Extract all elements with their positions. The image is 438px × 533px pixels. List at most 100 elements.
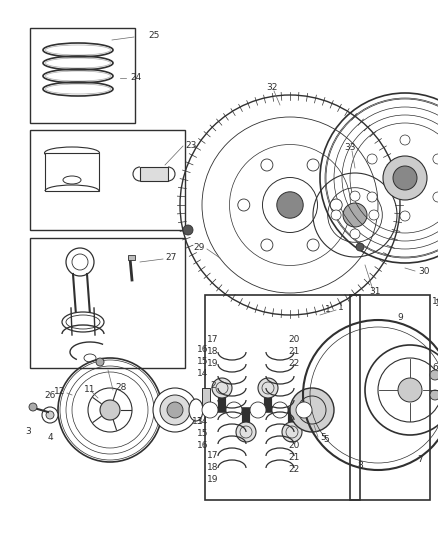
- Circle shape: [330, 199, 342, 211]
- Circle shape: [153, 388, 197, 432]
- Text: 15: 15: [197, 358, 208, 367]
- Circle shape: [307, 159, 319, 171]
- Text: 13: 13: [192, 417, 204, 426]
- Text: 16: 16: [197, 345, 208, 354]
- Text: 21: 21: [288, 348, 300, 357]
- Circle shape: [400, 211, 410, 221]
- Ellipse shape: [62, 312, 104, 332]
- Circle shape: [277, 192, 303, 218]
- Circle shape: [250, 402, 266, 418]
- Text: 7: 7: [417, 456, 423, 464]
- Bar: [140, 167, 168, 181]
- Text: 10: 10: [432, 297, 438, 306]
- Circle shape: [272, 402, 288, 418]
- Text: 29: 29: [194, 244, 205, 253]
- Text: 33: 33: [344, 143, 356, 152]
- Circle shape: [433, 192, 438, 202]
- Circle shape: [393, 166, 417, 190]
- Bar: [45, 153, 99, 191]
- Circle shape: [160, 395, 190, 425]
- Text: 20: 20: [288, 335, 300, 344]
- Circle shape: [46, 411, 54, 419]
- Text: 9: 9: [397, 313, 403, 322]
- Ellipse shape: [63, 176, 81, 184]
- Circle shape: [236, 422, 256, 442]
- Text: 18: 18: [206, 464, 218, 472]
- Text: 28: 28: [115, 384, 127, 392]
- Text: 24: 24: [130, 74, 141, 83]
- Text: 23: 23: [185, 141, 196, 149]
- Circle shape: [258, 378, 278, 398]
- Bar: [30, 238, 185, 368]
- Text: 6: 6: [432, 364, 438, 373]
- Circle shape: [367, 154, 377, 164]
- Bar: [205, 295, 360, 500]
- Circle shape: [369, 210, 379, 220]
- Text: 19: 19: [206, 359, 218, 368]
- Text: 25: 25: [148, 30, 159, 39]
- Text: 17: 17: [206, 451, 218, 461]
- Circle shape: [226, 402, 242, 418]
- Circle shape: [400, 135, 410, 145]
- Ellipse shape: [189, 399, 203, 421]
- Circle shape: [367, 192, 377, 202]
- Text: 17: 17: [206, 335, 218, 344]
- Ellipse shape: [303, 399, 317, 421]
- Circle shape: [383, 156, 427, 200]
- Circle shape: [398, 378, 422, 402]
- Text: 20: 20: [288, 441, 300, 450]
- Text: 14: 14: [197, 369, 208, 378]
- Circle shape: [296, 402, 312, 418]
- Circle shape: [183, 225, 193, 235]
- Bar: [30, 130, 185, 230]
- Bar: [128, 255, 135, 260]
- Ellipse shape: [45, 147, 99, 159]
- Text: 21: 21: [288, 454, 300, 463]
- Text: 8: 8: [357, 461, 363, 470]
- Circle shape: [350, 229, 360, 239]
- Text: 16: 16: [197, 441, 208, 450]
- Circle shape: [212, 378, 232, 398]
- Circle shape: [343, 203, 367, 227]
- Text: 26: 26: [44, 391, 56, 400]
- Circle shape: [307, 239, 319, 251]
- Text: 32: 32: [266, 84, 278, 93]
- Text: 5: 5: [323, 435, 329, 445]
- Circle shape: [282, 422, 302, 442]
- Text: 4: 4: [47, 432, 53, 441]
- Text: 1: 1: [325, 305, 331, 314]
- Text: 11: 11: [84, 385, 96, 394]
- Text: 22: 22: [288, 465, 299, 474]
- Circle shape: [356, 243, 364, 251]
- Text: 31: 31: [369, 287, 381, 296]
- Circle shape: [350, 191, 360, 201]
- Text: 15: 15: [197, 430, 208, 439]
- Circle shape: [238, 199, 250, 211]
- Text: 19: 19: [206, 475, 218, 484]
- Circle shape: [430, 390, 438, 400]
- Text: 27: 27: [165, 254, 177, 262]
- Bar: [350, 295, 430, 500]
- Text: 30: 30: [418, 268, 430, 277]
- Circle shape: [433, 154, 438, 164]
- Bar: [202, 388, 210, 410]
- Circle shape: [202, 402, 218, 418]
- Bar: [30, 28, 135, 123]
- Circle shape: [29, 403, 37, 411]
- Circle shape: [290, 388, 334, 432]
- Circle shape: [88, 388, 132, 432]
- Text: 22: 22: [288, 359, 299, 368]
- Text: 3: 3: [25, 427, 31, 437]
- Circle shape: [167, 402, 183, 418]
- Text: 5: 5: [320, 433, 326, 442]
- Circle shape: [96, 358, 104, 366]
- Circle shape: [430, 370, 438, 380]
- Circle shape: [331, 210, 341, 220]
- Text: 10: 10: [435, 298, 438, 308]
- Circle shape: [100, 400, 120, 420]
- Text: 12: 12: [53, 387, 65, 397]
- Text: 2: 2: [210, 381, 216, 390]
- Text: 1: 1: [338, 303, 344, 312]
- Text: 18: 18: [206, 348, 218, 357]
- Text: 14: 14: [197, 417, 208, 426]
